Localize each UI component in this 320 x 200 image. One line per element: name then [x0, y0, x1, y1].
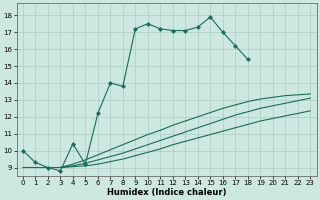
X-axis label: Humidex (Indice chaleur): Humidex (Indice chaleur) [107, 188, 226, 197]
